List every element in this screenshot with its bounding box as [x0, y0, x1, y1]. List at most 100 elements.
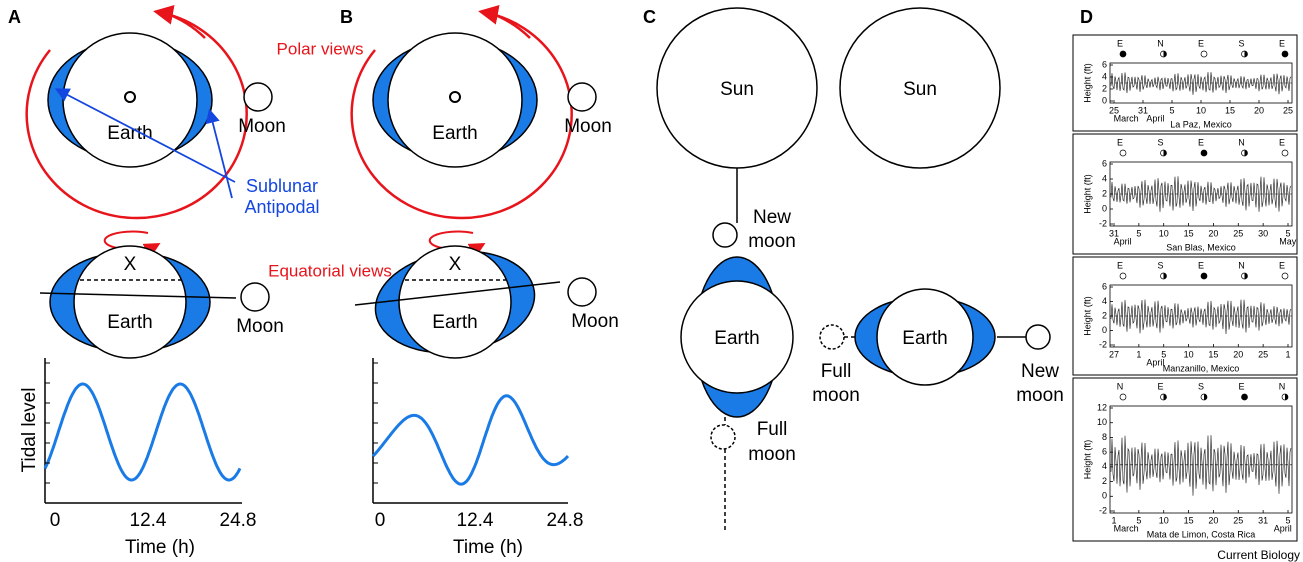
moon [711, 425, 735, 449]
pole [125, 92, 135, 102]
moon [568, 278, 596, 306]
phase-letter: E [1117, 137, 1123, 147]
month-label: March [1114, 523, 1139, 533]
new-moon-label: moon [1016, 385, 1064, 406]
x-axis-label: Time (h) [125, 537, 195, 558]
y-tick-label: 12 [1097, 402, 1107, 412]
x-tick-label: 20 [1254, 105, 1264, 115]
x-tick-label: 20 [1208, 228, 1218, 238]
phase-letter: S [1198, 381, 1204, 391]
moon-phase [1120, 150, 1126, 156]
panel-label: A [8, 7, 21, 27]
moon-label: Moon [564, 116, 612, 137]
y-tick-label: 0 [1102, 325, 1107, 335]
earth-label: Earth [432, 312, 477, 333]
x-tick-label: 15 [1225, 105, 1235, 115]
full-moon-label: moon [812, 385, 860, 406]
x-tick-label: 27 [1109, 349, 1119, 359]
phase-letter: N [1238, 260, 1245, 270]
pole [450, 92, 460, 102]
moon-phase [1282, 273, 1288, 279]
moon [241, 283, 269, 311]
new-moon-label: New [1021, 361, 1059, 382]
full-moon-label: moon [748, 444, 796, 465]
moon-phase [1201, 150, 1207, 156]
y-tick-label: 8 [1102, 432, 1107, 442]
x-tick-label: 24.8 [547, 510, 584, 531]
phase-letter: S [1157, 260, 1163, 270]
moon [820, 325, 844, 349]
x-tick-label: 25 [1233, 515, 1243, 525]
journal-footer: Current Biology [1217, 548, 1300, 562]
y-axis-label: Height (ft) [1082, 63, 1092, 103]
x-tick-label: 0 [50, 510, 61, 531]
moon-phase [1201, 51, 1207, 57]
moon-phase [1242, 394, 1248, 400]
phase-letter: N [1279, 381, 1286, 391]
earth-label: Earth [107, 312, 152, 333]
x-tick-label: 12.4 [130, 510, 167, 531]
moon [568, 83, 596, 111]
phase-letter: E [1279, 38, 1285, 48]
y-tick-label: 2 [1102, 83, 1107, 93]
x-tick-label: 10 [1184, 349, 1194, 359]
y-tick-label: -2 [1099, 505, 1107, 515]
x-tick-label: 20 [1233, 349, 1243, 359]
phase-letter: E [1157, 381, 1163, 391]
x-tick-label: 10 [1196, 105, 1206, 115]
y-tick-label: 10 [1097, 417, 1107, 427]
moon-label: Moon [236, 316, 284, 337]
y-tick-label: 4 [1102, 296, 1107, 306]
new-moon-label: New [753, 207, 791, 228]
panel-c: Sun Sun New moon Earth Full moon Full mo… [657, 8, 1064, 532]
x-marker: X [449, 254, 462, 275]
phase-letter: N [1117, 381, 1124, 391]
earth-label: Earth [714, 328, 759, 349]
phase-letter: N [1157, 38, 1164, 48]
y-tick-label: 0 [1102, 491, 1107, 501]
y-tick-label: 2 [1102, 188, 1107, 198]
month-label: April [1146, 113, 1164, 123]
panel-b: Earth Moon X Earth Moon 0 12.4 24.8 Time… [352, 12, 619, 558]
x-tick-label: 25 [1233, 228, 1243, 238]
moon-phase [1282, 150, 1288, 156]
earth-label: Earth [107, 123, 152, 144]
tide-curve [45, 384, 240, 480]
x-tick-label: 15 [1208, 349, 1218, 359]
month-label: April [1114, 236, 1132, 246]
month-label: April [1146, 357, 1164, 367]
month-label: April [1274, 523, 1292, 533]
y-tick-label: 6 [1102, 447, 1107, 457]
moon-phase [1282, 51, 1288, 57]
phase-letter: E [1198, 38, 1204, 48]
panel-d: Height (ft)64202531510152025MarchAprilLa… [1073, 35, 1297, 541]
moon [713, 223, 737, 247]
rotation-arrow [490, 13, 530, 38]
phase-letter: S [1238, 38, 1244, 48]
panel-label: D [1080, 7, 1093, 27]
phase-letter: E [1279, 260, 1285, 270]
station-name: San Blas, Mexico [1166, 242, 1236, 252]
phase-letter: N [1238, 137, 1245, 147]
x-tick-label: 15 [1184, 228, 1194, 238]
y-tick-label: 6 [1102, 281, 1107, 291]
sublunar-label: Sublunar [246, 176, 318, 196]
x-tick-label: 30 [1258, 228, 1268, 238]
phase-letter: E [1238, 381, 1244, 391]
sun-label: Sun [903, 79, 937, 100]
figure: A B C D Earth Moon Polar views Sublunar … [0, 0, 1303, 562]
y-tick-label: 4 [1102, 71, 1107, 81]
earth-label: Earth [902, 328, 947, 349]
y-tick-label: -2 [1099, 339, 1107, 349]
moon-phase [1120, 394, 1126, 400]
full-moon-label: Full [821, 361, 852, 382]
new-moon-label: moon [748, 231, 796, 252]
sun-label: Sun [720, 79, 754, 100]
moon-label: Moon [571, 311, 619, 332]
x-tick-label: 10 [1159, 515, 1169, 525]
phase-letter: E [1198, 260, 1204, 270]
x-tick-label: 25 [1258, 349, 1268, 359]
polar-views-title: Polar views [277, 39, 364, 58]
month-label: May [1279, 236, 1297, 246]
x-tick-label: 5 [1136, 228, 1141, 238]
